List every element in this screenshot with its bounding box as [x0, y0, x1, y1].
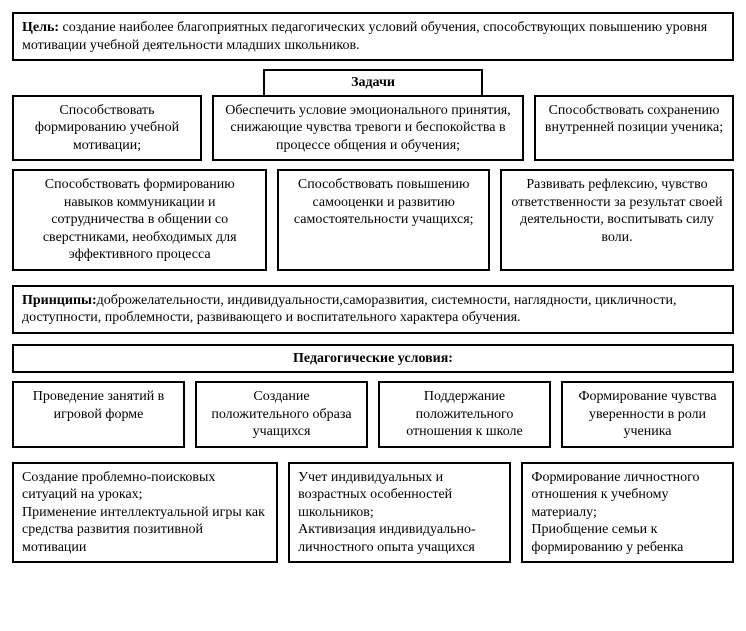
- task-box-2a: Способствовать формированию навыков комм…: [12, 169, 267, 271]
- goal-text: создание наиболее благоприятных педагоги…: [22, 20, 707, 53]
- principles-text: доброжелательности, индивидуальности,сам…: [22, 293, 676, 326]
- goal-box: Цель: создание наиболее благоприятных пе…: [12, 12, 734, 61]
- task-box-1c: Способствовать сохранению внутренней поз…: [534, 95, 734, 162]
- condition-box-4: Формирование чувства уверенности в роли …: [561, 381, 734, 448]
- task-box-1a: Способствовать формированию учебной моти…: [12, 95, 202, 162]
- task-box-2c: Развивать рефлексию, чувство ответственн…: [500, 169, 734, 271]
- tasks-header-band: Задачи: [12, 69, 734, 97]
- bottom-box-2: Учет индивидуальных и возрастных особенн…: [288, 462, 511, 564]
- task-box-1b: Обеспечить условие эмоционального принят…: [212, 95, 524, 162]
- conditions-row: Проведение занятий в игровой форме Созда…: [12, 381, 734, 448]
- bottom-box-3: Формирование личностного отношения к уче…: [521, 462, 734, 564]
- principles-box: Принципы:доброжелательности, индивидуаль…: [12, 285, 734, 334]
- tasks-header: Задачи: [263, 69, 483, 97]
- bottom-box-1: Создание проблемно-поисковых ситуаций на…: [12, 462, 278, 564]
- task-box-2b: Способствовать повышению самооценки и ра…: [277, 169, 490, 271]
- condition-box-3: Поддержание положительного отношения к ш…: [378, 381, 551, 448]
- goal-label: Цель:: [22, 20, 59, 35]
- principles-label: Принципы:: [22, 293, 97, 308]
- condition-box-2: Создание положительного образа учащихся: [195, 381, 368, 448]
- tasks-row-1: Способствовать формированию учебной моти…: [12, 95, 734, 162]
- tasks-row-2: Способствовать формированию навыков комм…: [12, 169, 734, 271]
- condition-box-1: Проведение занятий в игровой форме: [12, 381, 185, 448]
- conditions-header: Педагогические условия:: [12, 344, 734, 374]
- bottom-row: Создание проблемно-поисковых ситуаций на…: [12, 462, 734, 564]
